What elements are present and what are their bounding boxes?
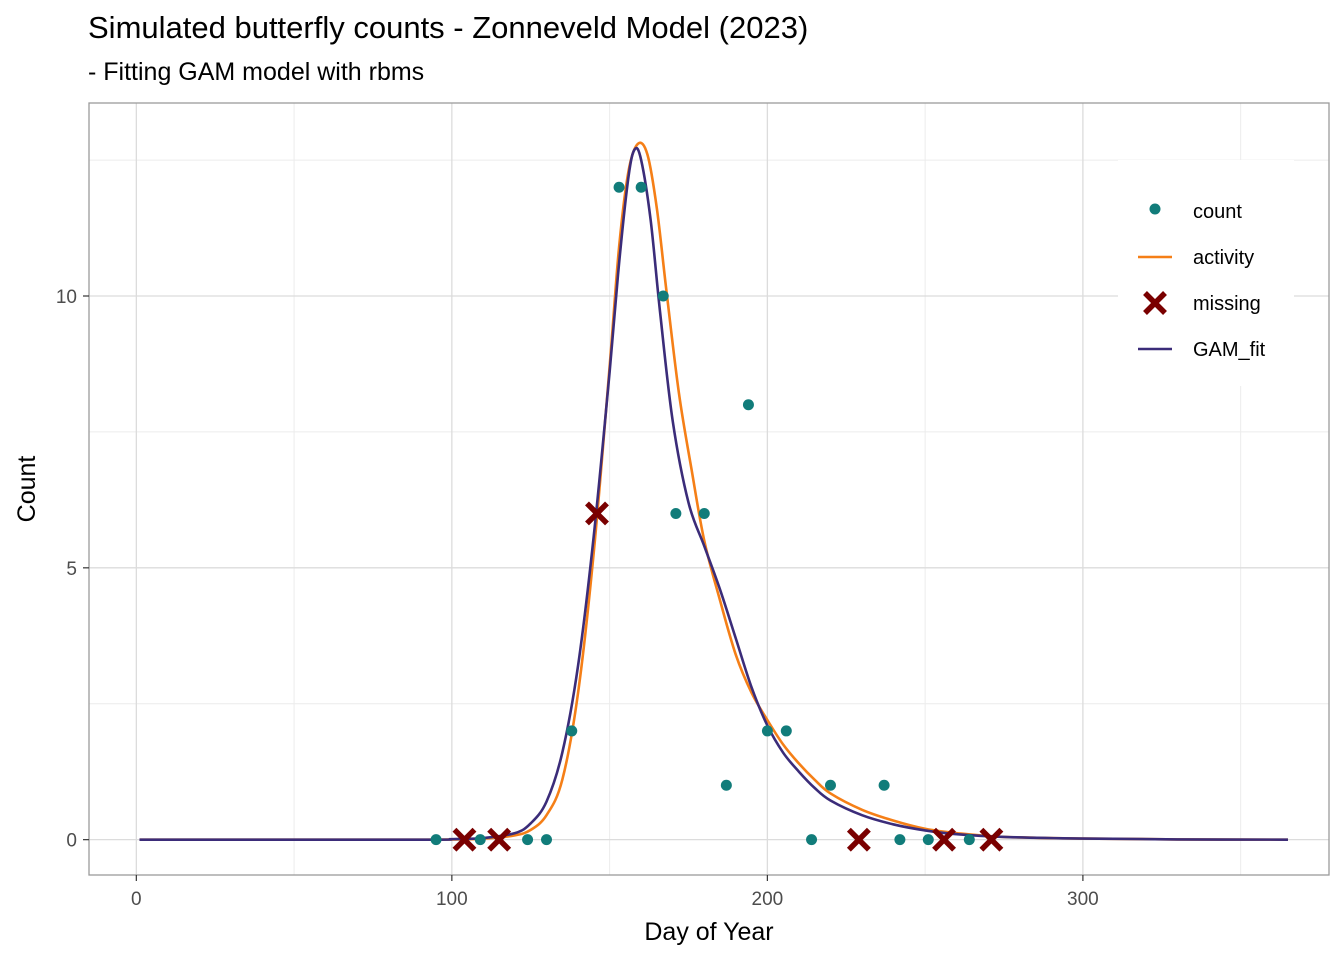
legend: count activity missing GAM_fit [1118,160,1294,386]
data-point-count [780,725,792,737]
data-point-count [635,181,647,193]
data-point-count [963,834,975,846]
data-point-missing [585,501,609,526]
cross-stroke [585,501,609,526]
data-point-count [761,725,773,737]
data-point-count [742,399,754,411]
series-points [430,181,975,846]
data-point-count [474,834,486,846]
cross-stroke [487,827,512,852]
data-point-missing [979,827,1004,852]
x-tick-label: 300 [1067,889,1099,910]
series-crosses [452,501,1004,852]
cross-stroke [979,827,1004,852]
data-point-count [430,834,442,846]
cross-stroke [452,827,477,852]
y-tick-label: 10 [56,287,77,308]
legend-item-missing: missing [1143,291,1261,315]
legend-key-count [1149,203,1161,215]
legend-label-missing: missing [1193,293,1261,315]
data-point-count [922,834,934,846]
panel-border [88,102,1330,876]
chart-subtitle: - Fitting GAM model with rbms [88,58,425,86]
series-lines [139,141,1288,842]
legend-item-activity: activity [1138,247,1254,269]
x-tick-label: 0 [131,889,142,910]
x-tick-label: 200 [752,889,784,910]
data-point-missing [932,827,957,852]
data-point-count [657,290,669,302]
data-point-count [824,779,836,791]
series-line-activity [139,141,1288,842]
cross-stroke [1143,291,1167,315]
data-point-count [878,779,890,791]
grid-major [89,103,1329,875]
cross-stroke [846,827,871,852]
y-tick-label: 0 [66,831,77,852]
y-tick-label: 5 [66,559,77,580]
legend-item-count: count [1149,201,1242,223]
legend-label-activity: activity [1193,247,1254,269]
legend-item-gam-fit: GAM_fit [1138,339,1266,361]
data-point-missing [452,827,477,852]
data-point-count [566,725,578,737]
data-point-count [698,507,710,519]
y-axis-ticks: 0 5 10 [56,287,89,852]
cross-stroke [932,827,957,852]
data-point-count [894,834,906,846]
data-point-missing [846,827,871,852]
data-point-count [541,834,553,846]
data-point-count [613,181,625,193]
legend-label-GAM_fit: GAM_fit [1193,339,1266,361]
x-axis-title: Day of Year [644,918,773,946]
y-axis-title: Count [13,456,41,523]
x-tick-label: 100 [436,889,468,910]
data-point-count [720,779,732,791]
data-point-count [806,834,818,846]
x-axis-ticks: 0 100 200 300 [131,875,1099,910]
legend-key-missing [1143,291,1167,315]
chart-title: Simulated butterfly counts - Zonneveld M… [88,10,809,45]
data-point-missing [487,827,512,852]
series-line-GAM_fit [139,146,1288,841]
legend-label-count: count [1193,201,1242,223]
data-point-count [670,507,682,519]
data-point-count [522,834,534,846]
